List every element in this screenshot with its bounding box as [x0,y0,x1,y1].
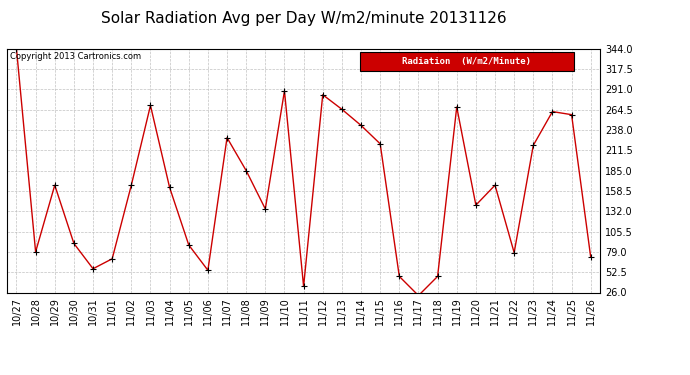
Text: Radiation  (W/m2/Minute): Radiation (W/m2/Minute) [402,57,531,66]
FancyBboxPatch shape [360,53,573,70]
Text: Solar Radiation Avg per Day W/m2/minute 20131126: Solar Radiation Avg per Day W/m2/minute … [101,11,506,26]
Text: Copyright 2013 Cartronics.com: Copyright 2013 Cartronics.com [10,53,141,62]
